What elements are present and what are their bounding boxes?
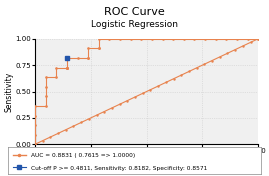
Y-axis label: Sensitivity: Sensitivity — [5, 71, 14, 112]
Text: Logistic Regression: Logistic Regression — [91, 20, 178, 29]
Text: Cut-off P >= 0.4811, Sensitivity: 0.8182, Specificity: 0.8571: Cut-off P >= 0.4811, Sensitivity: 0.8182… — [31, 166, 207, 171]
Text: ROC Curve: ROC Curve — [104, 7, 165, 17]
Text: AUC = 0.8831 ( 0.7615 => 1.0000): AUC = 0.8831 ( 0.7615 => 1.0000) — [31, 153, 135, 158]
X-axis label: 1 - Specificity: 1 - Specificity — [121, 156, 172, 165]
